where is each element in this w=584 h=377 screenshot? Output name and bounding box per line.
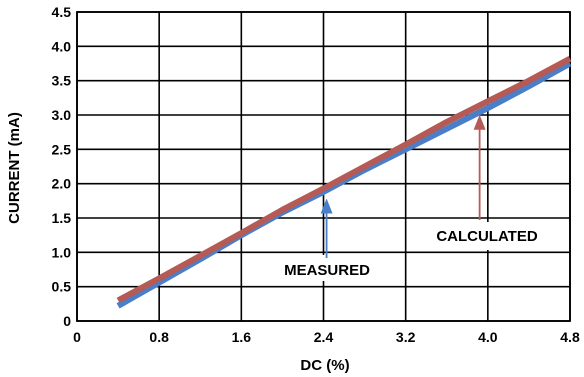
measured-arrow-head [320, 198, 333, 214]
y-tick-label: 2.0 [52, 176, 72, 192]
tick-labels: 0 0.8 1.6 2.4 3.2 4.0 4.8 0 0.5 1.0 1.5 2.0 2.5 3.0 3.… [52, 4, 580, 345]
y-tick-label: 1.0 [52, 244, 72, 260]
y-tick-label: 4.5 [52, 4, 72, 20]
series-line-calculated [116, 56, 572, 304]
grid [76, 11, 571, 322]
calculated-label-bg [418, 222, 558, 250]
x-tick-label: 0.8 [149, 329, 169, 345]
measured-label: MEASURED [284, 262, 370, 279]
measured-label-bg [268, 255, 386, 281]
x-axis-title: DC (%) [300, 357, 349, 374]
annotations: MEASURED CALCULATED [268, 114, 558, 281]
series-lines [116, 56, 572, 309]
calculated-arrow-head [473, 114, 486, 130]
plot-frame [76, 11, 571, 322]
y-tick-label: 3.0 [52, 107, 72, 123]
x-tick-label: 0 [73, 329, 81, 345]
y-tick-label: 0 [63, 313, 71, 329]
y-tick-label: 3.5 [52, 73, 72, 89]
y-tick-label: 2.5 [52, 141, 72, 157]
x-tick-label: 2.4 [314, 329, 334, 345]
x-tick-label: 1.6 [232, 329, 252, 345]
y-tick-label: 1.5 [52, 210, 72, 226]
calculated-label: CALCULATED [436, 228, 538, 245]
y-tick-label: 4.0 [52, 38, 72, 54]
x-tick-label: 4.8 [560, 329, 580, 345]
y-tick-label: 0.5 [52, 279, 72, 295]
y-axis-title: CURRENT (mA) [6, 112, 23, 224]
x-tick-label: 4.0 [478, 329, 498, 345]
x-tick-label: 3.2 [396, 329, 416, 345]
